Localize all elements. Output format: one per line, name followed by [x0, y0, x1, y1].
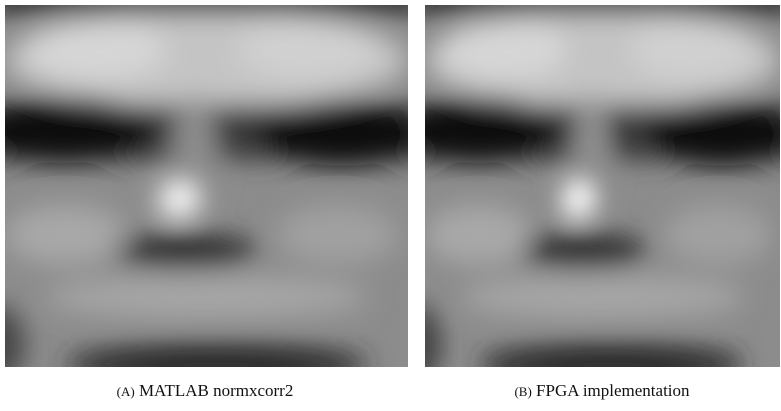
caption-text: FPGA implementation	[536, 381, 690, 400]
caption-label: (B)	[514, 384, 531, 399]
page: (A) MATLAB normxcorr2 (B) FPGA implement…	[0, 0, 781, 411]
caption-text: MATLAB normxcorr2	[139, 381, 293, 400]
image-a	[0, 0, 428, 387]
caption-b: (B) FPGA implementation	[514, 381, 690, 400]
caption-label: (A)	[117, 384, 135, 399]
figure: (A) MATLAB normxcorr2 (B) FPGA implement…	[0, 0, 781, 411]
image-b	[390, 0, 781, 387]
caption-a: (A) MATLAB normxcorr2	[117, 381, 294, 400]
